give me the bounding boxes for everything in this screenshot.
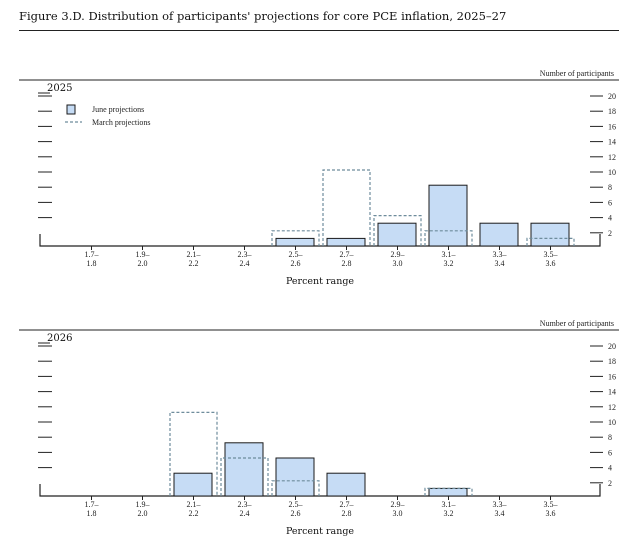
y-tick-label: 16 xyxy=(608,372,616,381)
x-tick-label: 3.3– xyxy=(493,250,508,259)
y-tick-label: 6 xyxy=(608,448,612,457)
x-tick-label: 3.5– xyxy=(544,250,559,259)
june-bar xyxy=(428,487,468,497)
x-tick-label: 2.2 xyxy=(189,259,199,268)
june-bar xyxy=(275,457,315,497)
legend-june-label: June projections xyxy=(92,105,144,114)
march-outline xyxy=(424,487,473,496)
x-tick-label: 3.3– xyxy=(493,500,508,509)
june-bar xyxy=(275,237,315,247)
chart-panel-2025: Number of participants 2025 2 4 6 8 10 12 14 16 18… xyxy=(19,69,619,287)
x-tick-label: 3.4 xyxy=(495,259,505,268)
y-tick-label: 4 xyxy=(608,464,612,473)
y-tick-label: 20 xyxy=(608,342,616,351)
x-tick-label: 3.1– xyxy=(442,500,457,509)
june-bar xyxy=(377,222,417,247)
y-axis-title: Number of participants xyxy=(540,69,614,78)
y-tick-label: 8 xyxy=(608,433,612,442)
march-outline xyxy=(424,230,473,246)
x-tick-label: 3.6 xyxy=(546,509,556,518)
panel-year-label: 2026 xyxy=(47,333,72,344)
y-tick-label: 4 xyxy=(608,214,612,223)
x-tick-label: 2.7– xyxy=(340,250,355,259)
legend-june-swatch xyxy=(66,104,76,115)
x-tick-label: 2.6 xyxy=(291,509,301,518)
x-tick-label: 2.0 xyxy=(138,259,148,268)
june-bar xyxy=(428,184,468,247)
y-tick-label: 12 xyxy=(608,153,616,162)
march-outline xyxy=(526,237,575,246)
june-bar xyxy=(530,222,570,247)
x-tick-label: 2.9– xyxy=(391,500,406,509)
june-bar xyxy=(326,472,366,497)
march-outline xyxy=(220,457,269,496)
legend-march-label: March projections xyxy=(92,118,150,127)
x-tick-label: 2.0 xyxy=(138,509,148,518)
march-outline xyxy=(373,215,422,246)
march-outline xyxy=(271,480,320,496)
x-axis-baseline xyxy=(39,234,601,247)
x-tick-label: 2.4 xyxy=(240,509,250,518)
x-tick-label: 2.5– xyxy=(289,500,304,509)
x-tick-label: 2.3– xyxy=(238,250,253,259)
x-tick-label: 2.6 xyxy=(291,259,301,268)
x-tick-label: 2.9– xyxy=(391,250,406,259)
figure-title: Figure 3.D. Distribution of participants… xyxy=(19,9,507,23)
x-tick-label: 1.8 xyxy=(87,259,97,268)
x-tick-label: 1.7– xyxy=(85,250,100,259)
y-tick-label: 16 xyxy=(608,122,616,131)
june-bar xyxy=(479,222,519,247)
y-tick-label: 20 xyxy=(608,92,616,101)
chart-panel-2026: Number of participants 2026 2 4 6 8 10 12 14 16 18… xyxy=(19,319,619,537)
june-bar xyxy=(224,442,264,497)
x-axis-title: Percent range xyxy=(286,526,354,537)
x-tick-label: 2.5– xyxy=(289,250,304,259)
y-tick-label: 14 xyxy=(608,138,616,147)
x-axis-baseline xyxy=(39,484,601,497)
y-tick-label: 10 xyxy=(608,418,616,427)
x-axis-title: Percent range xyxy=(286,276,354,287)
y-tick-label: 12 xyxy=(608,403,616,412)
y-tick-label: 8 xyxy=(608,183,612,192)
y-axis-title: Number of participants xyxy=(540,319,614,328)
title-rule xyxy=(19,30,619,31)
march-outline xyxy=(322,169,371,246)
y-tick-label: 18 xyxy=(608,107,616,116)
x-tick-label: 1.9– xyxy=(136,250,151,259)
y-tick-label: 6 xyxy=(608,198,612,207)
march-outline xyxy=(169,411,218,496)
y-tick-label: 10 xyxy=(608,168,616,177)
y-tick-label: 14 xyxy=(608,388,616,397)
x-tick-label: 3.5– xyxy=(544,500,559,509)
x-tick-label: 2.4 xyxy=(240,259,250,268)
y-tick-label: 2 xyxy=(608,229,612,238)
x-tick-label: 2.1– xyxy=(187,250,202,259)
x-tick-label: 1.9– xyxy=(136,500,151,509)
x-tick-label: 3.2 xyxy=(444,259,454,268)
x-tick-label: 2.8 xyxy=(342,509,352,518)
x-tick-label: 2.3– xyxy=(238,500,253,509)
x-tick-label: 1.8 xyxy=(87,509,97,518)
x-tick-label: 3.0 xyxy=(393,509,403,518)
y-tick-label: 18 xyxy=(608,357,616,366)
x-tick-label: 3.4 xyxy=(495,509,505,518)
x-tick-label: 3.2 xyxy=(444,509,454,518)
x-tick-label: 2.2 xyxy=(189,509,199,518)
x-tick-label: 2.8 xyxy=(342,259,352,268)
june-bar xyxy=(173,472,213,497)
y-tick-label: 2 xyxy=(608,479,612,488)
panel-year-label: 2025 xyxy=(47,83,72,94)
x-tick-label: 3.6 xyxy=(546,259,556,268)
x-tick-label: 2.7– xyxy=(340,500,355,509)
x-tick-label: 2.1– xyxy=(187,500,202,509)
x-tick-label: 1.7– xyxy=(85,500,100,509)
x-tick-label: 3.1– xyxy=(442,250,457,259)
x-tick-label: 3.0 xyxy=(393,259,403,268)
june-bar xyxy=(326,237,366,247)
march-outline xyxy=(271,230,320,246)
